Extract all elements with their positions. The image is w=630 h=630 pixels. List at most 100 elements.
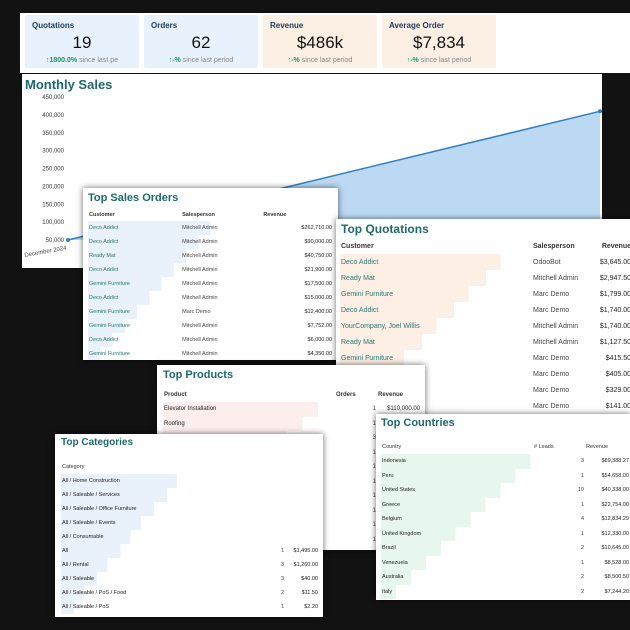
table-row[interactable]: Gemini Furniture Mitchell Admin $7,752.00 [88,319,333,333]
kpi-label: Average Order [389,21,445,30]
table-row[interactable]: Indonesia 3 $89,388.27 [381,454,630,469]
table-row[interactable]: All / Home Construction [61,474,319,488]
customer-cell[interactable]: Gemini Furniture [89,351,130,357]
country-cell[interactable]: Australia [382,574,404,581]
table-row[interactable]: Belgium 4 $12,834.29 [381,512,630,527]
table-row[interactable]: All / Saleable 3 $40.00 [61,572,319,586]
table-row[interactable]: Deco Addict OdooBot $3,645.00 [340,254,630,270]
category-cell[interactable]: All / Saleable / Office Furniture [62,506,137,512]
table-row[interactable]: Peru 1 $54,658.00 [381,468,630,483]
customer-cell[interactable]: Ready Mat [341,338,375,346]
category-cell[interactable]: All [62,548,69,554]
category-cell[interactable]: All / Saleable / PoS [62,604,110,610]
customer-cell[interactable]: Ready Mat [89,253,116,259]
country-cell[interactable]: United Kingdom [382,530,422,537]
table-row[interactable]: Deco Addict Mitchell Admin $15,000.00 [88,291,333,305]
table-row[interactable]: Australia 2 $8,500.50 [381,570,630,585]
table-row[interactable]: All / Saleable / PoS 1 $2.20 [61,600,319,614]
table-row[interactable]: All / Saleable / Events [61,516,319,530]
revenue-cell: $89,388.27 [601,458,629,465]
country-cell[interactable]: Indonesia [382,458,406,465]
customer-cell[interactable]: Gemini Furniture [341,290,394,298]
country-cell[interactable]: Venezuela [382,559,408,566]
table-row[interactable]: Gemini Furniture Marc Demo $415.50 [340,350,630,366]
table-row[interactable]: Gemini Furniture Mitchell Admin $4,350.00 [88,347,333,360]
table-row[interactable]: Greece 1 $22,754.00 [381,497,630,512]
count-cell [263,530,285,544]
country-cell[interactable]: Peru [382,472,394,479]
table-row[interactable]: All / Saleable / Office Furniture [61,502,319,516]
count-cell [263,488,285,502]
table-row[interactable]: Deco Addict Mitchell Admin $6,000.00 [88,333,333,347]
table-row[interactable]: Ready Mat Mitchell Admin $2,947.50 [340,270,630,286]
country-cell[interactable]: Italy [382,588,393,595]
orders-cell: 1 [372,449,376,456]
customer-cell[interactable]: Deco Addict [89,267,119,273]
table-row[interactable]: All / Saleable / Services [61,488,319,502]
table-row[interactable]: Elevator Installation 1 $110,000.00 [163,402,421,417]
customer-cell[interactable]: Deco Addict [89,337,119,343]
customer-cell[interactable]: Gemini Furniture [341,354,394,362]
country-cell[interactable]: Greece [382,501,401,508]
table-row[interactable]: Deco Addict Mitchell Admin $262,710.00 [88,221,333,235]
table-row[interactable]: YourCompany, Joel Willis Mitchell Admin $1… [340,318,630,334]
category-cell[interactable]: All / Home Construction [62,478,120,484]
country-cell[interactable]: United States [382,487,416,494]
category-cell[interactable]: All / Saleable / Events [62,520,116,526]
salesperson-cell: Mitchell Admin [182,239,218,245]
customer-cell[interactable]: Gemini Furniture [89,281,130,287]
table-row[interactable]: Venezuela 1 $8,528.00 [381,555,630,570]
customer-cell[interactable]: Deco Addict [89,239,119,245]
leads-cell: 1 [580,472,584,479]
country-cell[interactable]: Brazil [382,545,396,552]
customer-cell[interactable]: Deco Addict [89,225,119,231]
sales-point[interactable] [66,238,70,242]
table-row[interactable]: Roofing 1 [163,416,421,431]
leads-cell: 2 [580,545,584,552]
kpi-card-quotations[interactable]: Quotations 19 ↑1800.0% since last pe [25,15,139,68]
table-row[interactable]: All / Rental 3 $1,260.00 [61,558,319,572]
revenue-cell: $40.00 [301,576,318,582]
customer-cell[interactable]: Deco Addict [341,258,379,266]
table-row[interactable]: All 1 $1,495.00 [61,544,319,558]
table-row[interactable]: Gemini Furniture Marc Demo $1,799.00 [340,286,630,302]
category-cell[interactable]: All / Saleable / Services [62,492,120,498]
category-cell[interactable]: All / Rental [62,562,89,568]
table-row[interactable]: All / Consumable [61,530,319,544]
customer-cell[interactable]: Gemini Furniture [89,323,130,329]
customer-cell[interactable]: Gemini Furniture [89,309,130,315]
revenue-cell [285,516,319,530]
table-row[interactable]: Brazil 2 $10,645.00 [381,541,630,556]
table-row[interactable]: All / Saleable / PoS / Food 2 $11.50 [61,586,319,600]
table-row[interactable]: United States 10 $40,338.00 [381,483,630,498]
table-row[interactable]: Gemini Furniture Marc Demo $12,400.00 [88,305,333,319]
table-row[interactable]: United Kingdom 1 $12,330.00 [381,526,630,541]
customer-cell[interactable]: Deco Addict [89,295,119,301]
customer-cell[interactable]: Ready Mat [341,274,375,282]
kpi-card-average-order[interactable]: Average Order $7,834 ↑-% since last peri… [382,15,496,68]
leads-cell: 3 [580,458,584,465]
kpi-trend-pct: -% [172,57,181,64]
table-row[interactable]: Ready Mat Mitchell Admin $1,127.50 [340,334,630,350]
country-cell[interactable]: Belgium [382,516,402,523]
table-row[interactable]: Italy 2 $7,244.20 [381,584,630,599]
monthly-sales-title: Monthly Sales [25,77,113,92]
table-row[interactable]: Deco Addict Marc Demo $1,740.00 [340,302,630,318]
table-row[interactable]: Ready Mat Mitchell Admin $40,750.00 [88,249,333,263]
table-row[interactable]: Gemini Furniture Mitchell Admin $17,500.00 [88,277,333,291]
category-cell[interactable]: All / Consumable [62,534,104,540]
table-row[interactable]: Deco Addict Mitchell Admin $21,900.00 [88,263,333,277]
category-cell[interactable]: All / Saleable / PoS / Food [62,590,127,596]
salesperson-cell: Marc Demo [533,306,570,314]
product-cell[interactable]: Elevator Installation [164,406,217,413]
salesperson-cell: Mitchell Admin [533,274,579,282]
kpi-card-revenue[interactable]: Revenue $486k ↑-% since last period [263,15,377,68]
kpi-card-orders[interactable]: Orders 62 ↑-% since last period [144,15,258,68]
customer-cell[interactable]: YourCompany, Joel Willis [341,322,420,330]
category-cell[interactable]: All / Saleable [62,576,95,582]
table-row[interactable]: Deco Addict Mitchell Admin $90,000.00 [88,235,333,249]
customer-cell[interactable]: Deco Addict [341,306,379,314]
sales-point[interactable] [598,109,602,114]
kpi-trend-text: since last period [182,57,234,64]
product-cell[interactable]: Roofing [164,420,185,427]
